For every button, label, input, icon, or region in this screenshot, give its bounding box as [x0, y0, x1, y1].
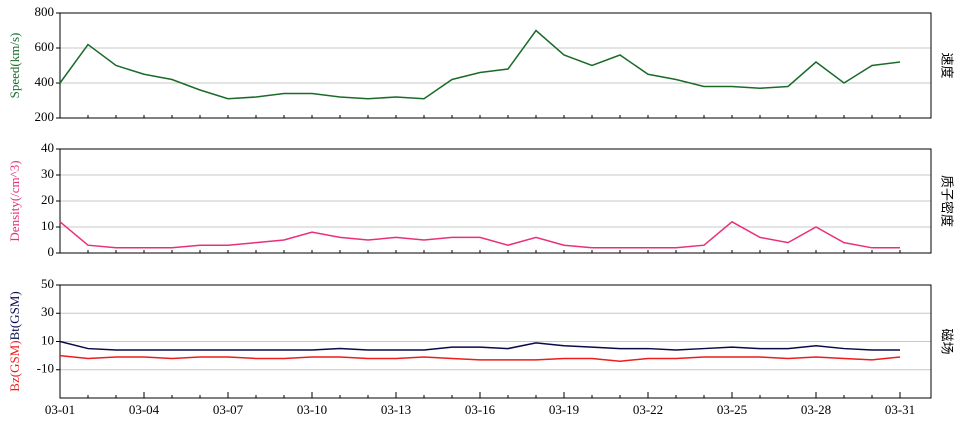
y-tick-label: 600	[35, 39, 55, 54]
x-tick-label: 03-10	[297, 402, 327, 417]
y-tick-label: 800	[35, 4, 55, 19]
x-tick-label: 03-28	[801, 402, 831, 417]
x-tick-label: 03-04	[129, 402, 160, 417]
x-tick-label: 03-13	[381, 402, 411, 417]
series-line	[59, 29, 901, 100]
series-line	[59, 340, 900, 351]
series-line	[59, 354, 901, 363]
x-tick-label: 03-31	[885, 402, 915, 417]
y-tick-label: 10	[41, 218, 54, 233]
plot-frame	[59, 148, 932, 254]
legend-entry: Bt(GSM)	[7, 291, 22, 340]
series-line	[59, 220, 900, 249]
y-tick-label: 200	[35, 109, 55, 124]
x-tick-label: 03-25	[717, 402, 747, 417]
side-label: 速度	[939, 52, 955, 78]
x-tick-label: 03-01	[45, 402, 75, 417]
y-tick-label: 50	[41, 276, 54, 291]
x-tick-label: 03-19	[549, 402, 579, 417]
y-axis-label: Bz(GSM)Bt(GSM)	[7, 291, 22, 391]
x-tick-label: 03-22	[633, 402, 663, 417]
y-tick-label: 30	[41, 304, 54, 319]
y-tick-label: 40	[41, 140, 54, 155]
y-tick-label: 10	[41, 332, 54, 347]
y-tick-label: 20	[41, 192, 54, 207]
x-tick-label: 03-16	[465, 402, 496, 417]
y-axis-label: Density(/cm^3)	[7, 160, 22, 241]
y-tick-label: -10	[37, 361, 54, 376]
side-label: 质子密度	[939, 175, 955, 227]
plot-frame	[59, 12, 932, 119]
side-label: 磁场	[939, 328, 954, 354]
legend-entry: Bz(GSM)	[7, 340, 22, 391]
y-axis-label: Speed(km/s)	[7, 33, 22, 99]
y-tick-label: 0	[48, 244, 55, 259]
x-tick-label: 03-07	[213, 402, 244, 417]
y-tick-label: 400	[35, 74, 55, 89]
y-tick-label: 30	[41, 166, 54, 181]
